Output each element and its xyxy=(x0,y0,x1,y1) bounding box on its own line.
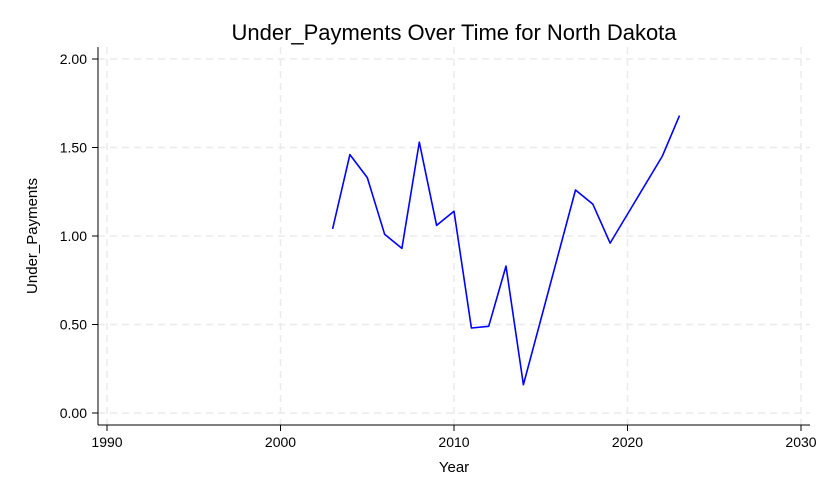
series xyxy=(331,115,681,386)
x-tick-label: 1990 xyxy=(91,434,122,450)
grid xyxy=(98,47,810,425)
chart-title: Under_Payments Over Time for North Dakot… xyxy=(231,20,677,45)
y-tick-label: 2.00 xyxy=(60,51,87,67)
y-tick-label: 1.50 xyxy=(60,140,87,156)
y-tick-label: 0.00 xyxy=(60,405,87,421)
y-axis-label: Under_Payments xyxy=(24,178,41,294)
x-tick-label: 2000 xyxy=(265,434,296,450)
x-tick-label: 2030 xyxy=(785,434,816,450)
series-line xyxy=(331,115,681,386)
y-tick-label: 0.50 xyxy=(60,317,87,333)
x-tick-label: 2010 xyxy=(438,434,469,450)
y-tick-label: 1.00 xyxy=(60,228,87,244)
x-tick-label: 2020 xyxy=(612,434,643,450)
x-axis-label: Year xyxy=(439,459,469,476)
ticks: 1990 2000 2010 2020 2030 0.00 0.50 1.00 1.50 2.00 xyxy=(60,51,817,450)
